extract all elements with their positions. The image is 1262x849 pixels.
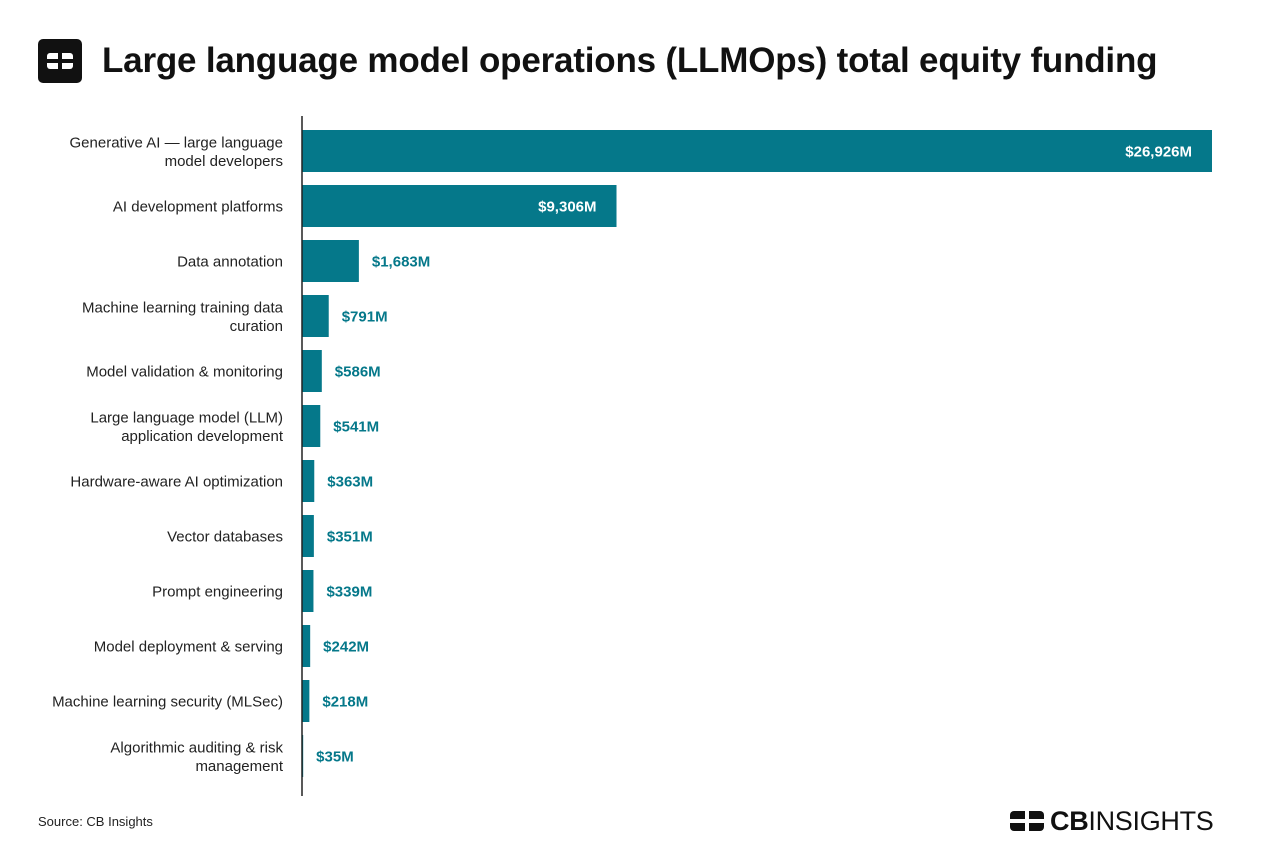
value-label-4: $586M [335, 364, 381, 381]
bar-8 [302, 570, 314, 612]
category-label-2: Data annotation [177, 254, 283, 271]
category-label-line: Large language model (LLM) [90, 409, 283, 426]
value-label-8: $339M [326, 584, 372, 601]
category-label-10: Machine learning security (MLSec) [52, 694, 283, 711]
category-label-line: management [195, 758, 283, 775]
source-note: Source: CB Insights [38, 814, 153, 829]
category-label-line: Generative AI — large language [70, 134, 283, 151]
cb-logo-icon [38, 39, 82, 83]
category-label-line: curation [230, 318, 283, 335]
category-label-line: application development [121, 428, 284, 445]
bar-0 [302, 130, 1212, 172]
category-label-line: Hardware-aware AI optimization [70, 474, 283, 491]
value-label-3: $791M [342, 309, 388, 326]
category-label-line: AI development platforms [113, 199, 283, 216]
category-label-8: Prompt engineering [152, 584, 283, 601]
bar-9 [302, 625, 311, 667]
category-label-line: Vector databases [167, 529, 283, 546]
category-label-line: Prompt engineering [152, 584, 283, 601]
bar-3 [302, 295, 329, 337]
category-label-11: Algorithmic auditing & risk management [110, 739, 283, 775]
bar-6 [302, 460, 315, 502]
brand-wordmark: CBINSIGHTS [1050, 806, 1214, 837]
chart-title: Large language model operations (LLMOps)… [102, 41, 1158, 80]
category-label-5: Large language model (LLM) application de… [90, 409, 283, 445]
bar-5 [302, 405, 321, 447]
category-label-line: Data annotation [177, 254, 283, 271]
category-label-line: Machine learning security (MLSec) [52, 694, 283, 711]
value-label-5: $541M [333, 419, 379, 436]
brand-light: INSIGHTS [1088, 805, 1214, 836]
value-label-10: $218M [322, 694, 368, 711]
category-label-line: Machine learning training data [82, 299, 284, 316]
brand-logo: CBINSIGHTS [1010, 806, 1214, 836]
category-label-line: Model deployment & serving [94, 639, 283, 656]
category-label-line: model developers [165, 153, 283, 170]
category-label-1: AI development platforms [113, 199, 283, 216]
value-label-11: $35M [316, 749, 354, 766]
value-label-6: $363M [327, 474, 373, 491]
category-label-3: Machine learning training data curation [82, 299, 284, 335]
bar-4 [302, 350, 322, 392]
category-label-line: Algorithmic auditing & risk [110, 739, 283, 756]
value-label-1: $9,306M [538, 199, 596, 216]
bar-7 [302, 515, 314, 557]
value-label-0: $26,926M [1125, 144, 1192, 161]
bar-1 [302, 185, 617, 227]
cb-mark-icon [1010, 809, 1044, 833]
value-label-9: $242M [323, 639, 369, 656]
category-label-line: Model validation & monitoring [86, 364, 283, 381]
brand-bold: CB [1050, 805, 1089, 836]
bar-2 [302, 240, 359, 282]
category-label-0: Generative AI — large language model deve… [70, 134, 283, 170]
category-label-9: Model deployment & serving [94, 639, 283, 656]
chart-header: Large language model operations (LLMOps)… [38, 38, 1158, 84]
category-label-4: Model validation & monitoring [86, 364, 283, 381]
bar-10 [302, 680, 310, 722]
value-label-2: $1,683M [372, 254, 430, 271]
category-label-6: Hardware-aware AI optimization [70, 474, 283, 491]
value-label-7: $351M [327, 529, 373, 546]
category-label-7: Vector databases [167, 529, 283, 546]
